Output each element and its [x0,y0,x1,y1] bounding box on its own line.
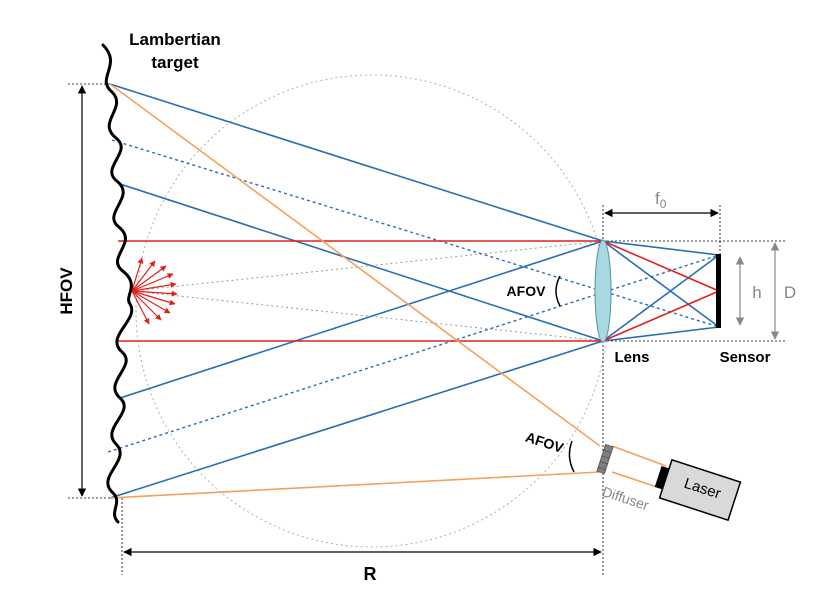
laser-rays [110,84,666,498]
aperture-label: D [784,283,796,302]
diffuser-afov-label: AFOV [524,429,567,456]
lens-afov-label: AFOV [507,283,547,299]
sensor-label: Sensor [720,349,771,366]
diffuser-label: Diffuser [600,483,651,513]
hfov-label: HFOV [57,267,76,315]
target-label-line2: target [151,53,199,72]
sensor [716,254,721,328]
lambertian-target-surface [103,45,132,522]
focal-length-label: f0 [655,189,667,211]
lens-label: Lens [614,349,649,366]
diffuser-afov-arc [569,441,574,472]
target-label-line1: Lambertian [129,30,221,49]
scatter-arrows [132,258,177,324]
blue-rays [110,84,719,498]
range-circle [136,75,608,547]
lens [595,240,611,342]
diffuser [597,444,613,473]
lens-afov-arc [556,276,560,306]
sensor-height-label: h [752,283,761,302]
blue-chief-rays [108,140,719,452]
range-label: R [364,564,377,584]
red-rays [118,241,719,341]
